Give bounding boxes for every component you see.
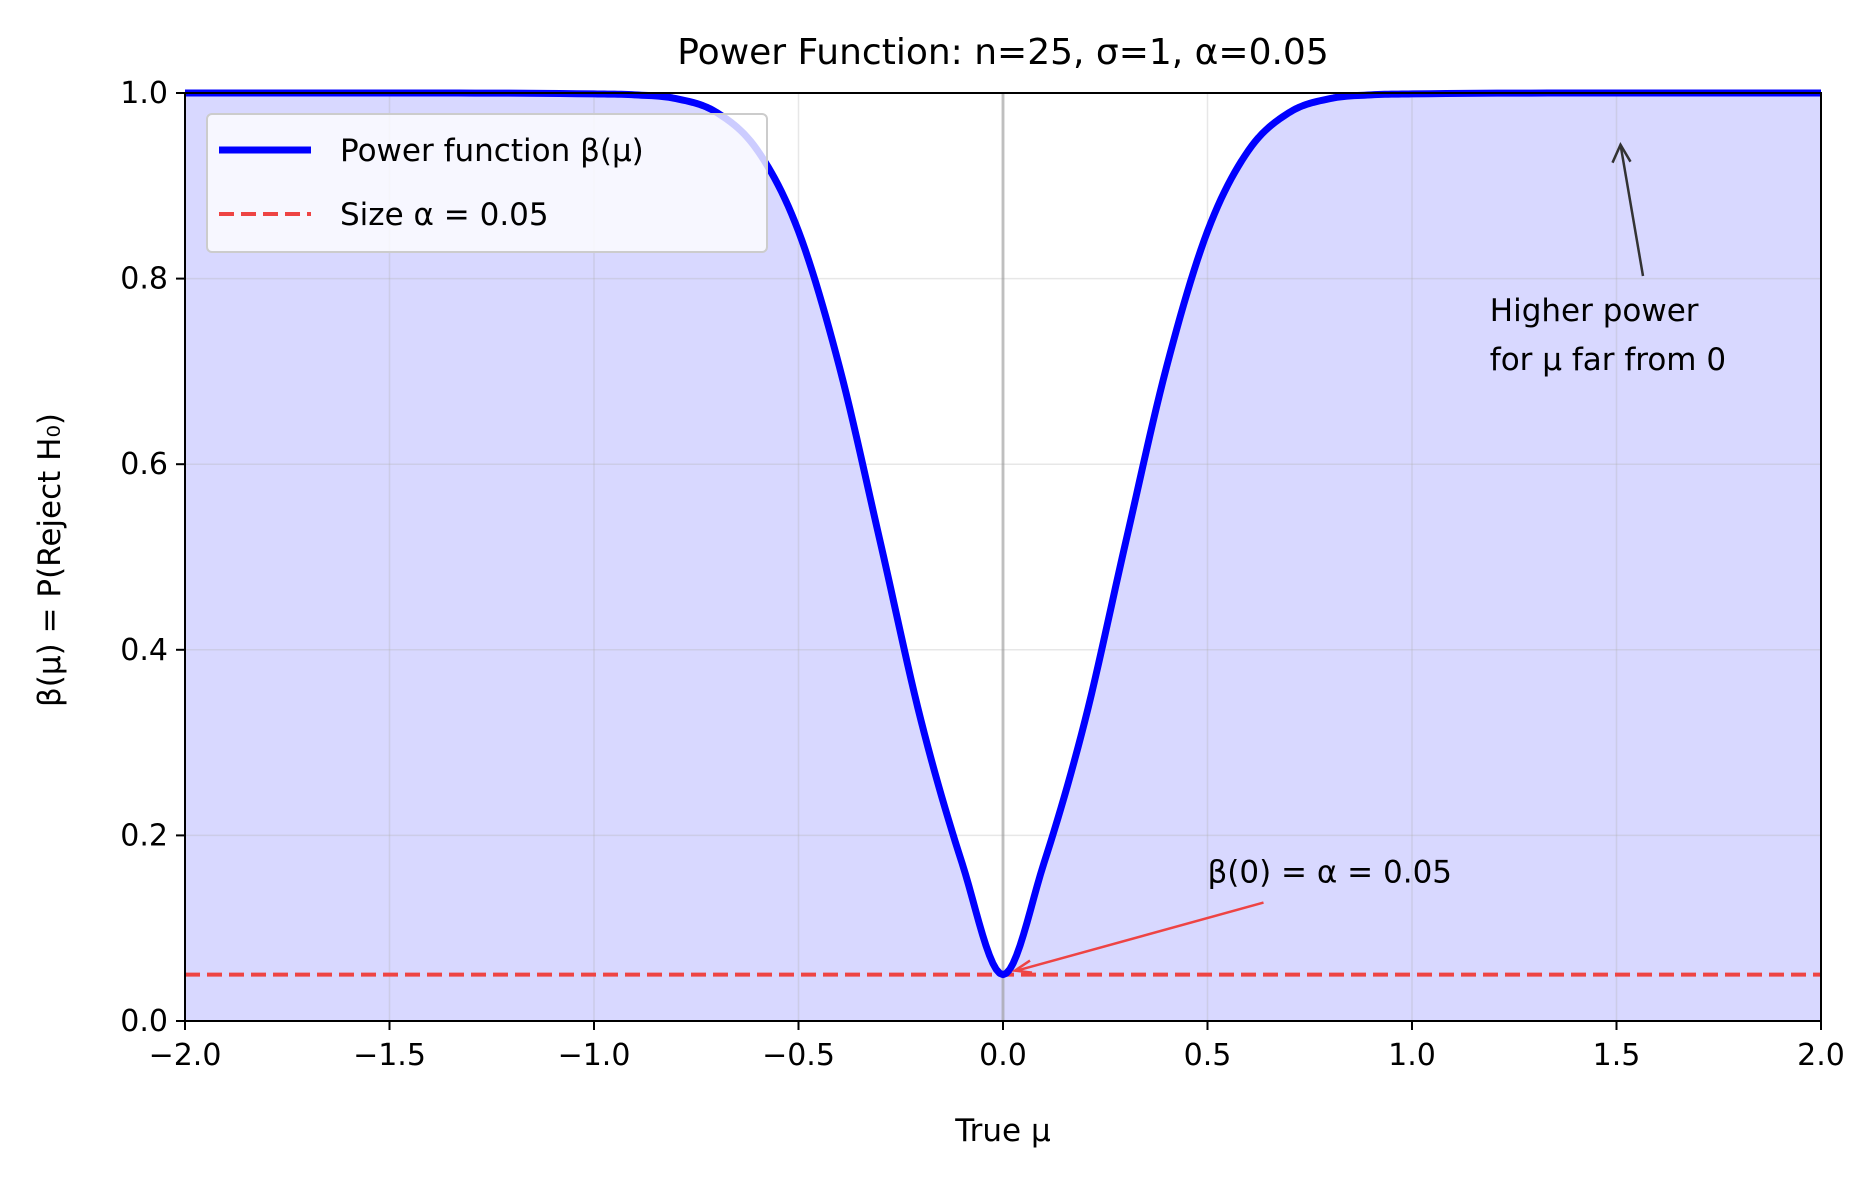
power-function-line <box>185 89 1821 979</box>
x-tick-label: −1.0 <box>558 1038 631 1073</box>
x-tick-label: 2.0 <box>1797 1038 1845 1073</box>
annotation-power-text: Higher power <box>1490 293 1699 329</box>
x-tick-label: −2.0 <box>149 1038 222 1073</box>
y-tick-label: 0.4 <box>120 633 168 668</box>
x-tick-label: 0.5 <box>1184 1038 1232 1073</box>
chart-title: Power Function: n=25, σ=1, α=0.05 <box>677 32 1328 73</box>
annotation-power-text: for μ far from 0 <box>1490 342 1726 378</box>
legend-size-label: Size α = 0.05 <box>340 197 549 233</box>
y-axis-label: β(μ) = P(Reject H₀) <box>32 413 68 707</box>
x-tick-label: −1.5 <box>353 1038 426 1073</box>
x-axis-label: True μ <box>954 1113 1050 1149</box>
legend-box <box>206 113 768 253</box>
y-tick-label: 0.2 <box>120 818 168 853</box>
x-tick-label: 0.0 <box>979 1038 1027 1073</box>
x-tick-label: 1.5 <box>1593 1038 1641 1073</box>
annotation-power-arrow <box>1619 144 1645 277</box>
annotation-alpha-text: β(0) = α = 0.05 <box>1208 855 1453 891</box>
y-tick-label: 0.6 <box>120 447 168 482</box>
annotation-alpha-arrowhead <box>1011 959 1033 974</box>
y-tick-label: 1.0 <box>120 76 168 111</box>
annotation-alpha-arrow <box>1016 901 1264 972</box>
y-tick-label: 0.0 <box>120 1004 168 1039</box>
legend-power-label: Power function β(μ) <box>340 133 644 169</box>
x-tick-label: −0.5 <box>762 1038 835 1073</box>
y-tick-label: 0.8 <box>120 262 168 297</box>
power-area-fill <box>185 93 1821 1021</box>
annotation-power-arrowhead <box>1611 141 1632 164</box>
x-tick-label: 1.0 <box>1388 1038 1436 1073</box>
